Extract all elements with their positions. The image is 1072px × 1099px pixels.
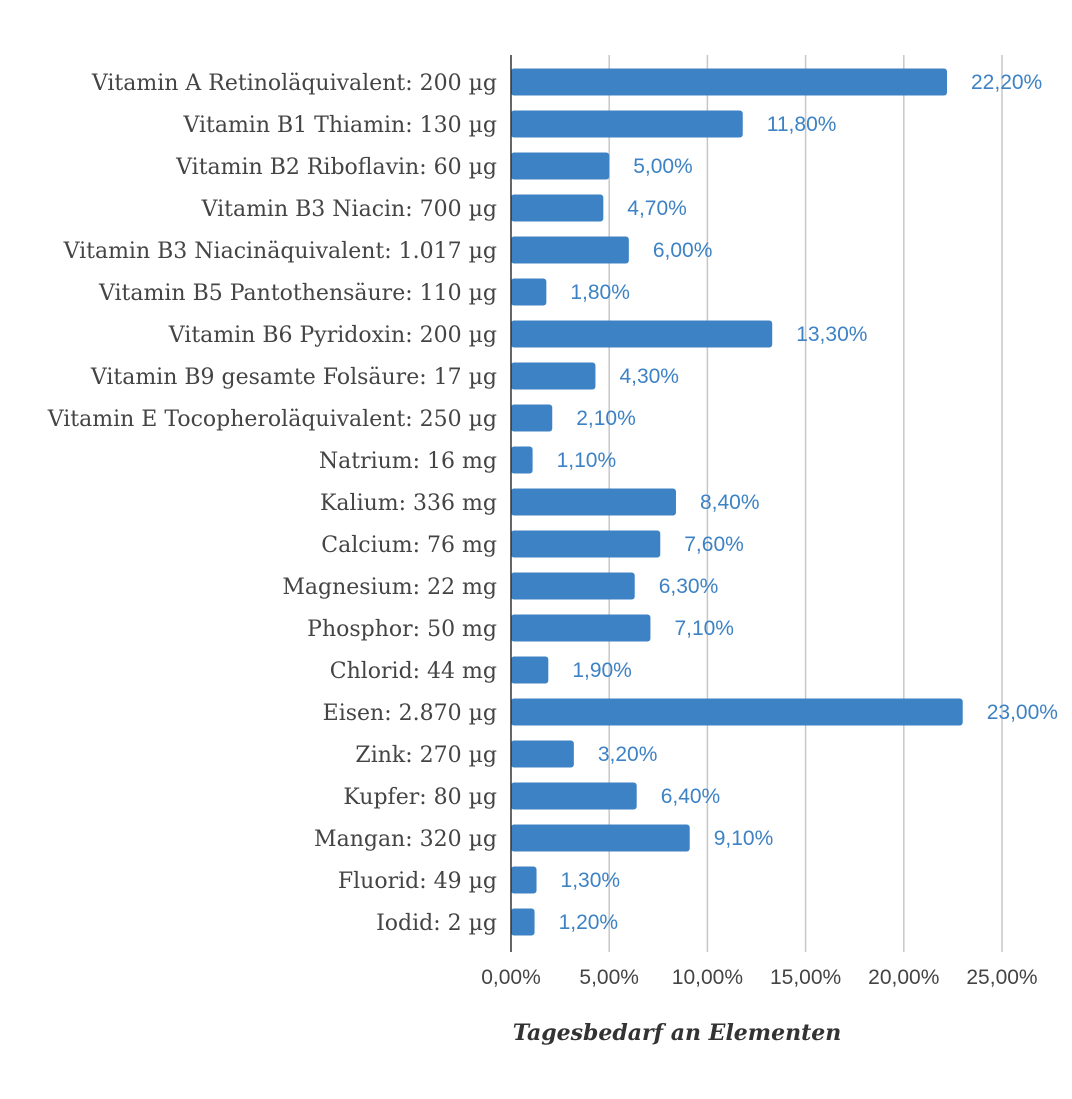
value-label: 9,10% <box>714 827 774 850</box>
category-label: Calcium: 76 mg <box>321 533 497 558</box>
category-label: Vitamin B9 gesamte Folsäure: 17 µg <box>90 365 497 390</box>
bar <box>511 614 651 642</box>
bar <box>511 656 549 684</box>
bar <box>511 488 676 516</box>
value-label: 7,10% <box>674 617 734 640</box>
bar <box>511 572 635 600</box>
category-label: Vitamin B3 Niacinäquivalent: 1.017 µg <box>63 239 497 264</box>
label-layer: 0,00% 5,00% 10,00% 15,00% 20,00% 25,00% Vitami… <box>47 71 1058 989</box>
value-label: 6,00% <box>653 239 713 262</box>
bar <box>511 194 604 222</box>
bar <box>511 320 773 348</box>
bar <box>511 866 537 894</box>
value-label: 11,80% <box>767 113 837 136</box>
value-label: 1,10% <box>557 449 617 472</box>
bar <box>511 782 637 810</box>
category-label: Iodid: 2 µg <box>376 911 497 936</box>
category-label: Vitamin B2 Riboflavin: 60 µg <box>175 155 497 180</box>
bar <box>511 446 533 474</box>
bar <box>511 68 948 96</box>
category-label: Vitamin E Tocopheroläquivalent: 250 µg <box>47 407 497 432</box>
value-label: 6,30% <box>659 575 719 598</box>
bar <box>511 110 743 138</box>
value-label: 3,20% <box>598 743 658 766</box>
value-label: 5,00% <box>633 155 693 178</box>
category-label: Phosphor: 50 mg <box>307 617 497 642</box>
bar <box>511 152 610 180</box>
bar <box>511 236 629 264</box>
value-label: 6,40% <box>661 785 721 808</box>
category-label: Natrium: 16 mg <box>319 449 497 474</box>
bar <box>511 404 553 432</box>
value-label: 23,00% <box>987 701 1058 724</box>
category-label: Vitamin B3 Niacin: 700 µg <box>201 197 497 222</box>
category-label: Eisen: 2.870 µg <box>323 701 497 726</box>
value-label: 4,30% <box>619 365 679 388</box>
x-tick-label: 10,00% <box>672 966 743 989</box>
bar <box>511 278 547 306</box>
bar <box>511 908 535 936</box>
value-label: 8,40% <box>700 491 760 514</box>
x-tick-label: 5,00% <box>579 966 639 989</box>
x-tick-label: 15,00% <box>770 966 841 989</box>
value-label: 2,10% <box>576 407 636 430</box>
bar <box>511 530 661 558</box>
value-label: 4,70% <box>627 197 687 220</box>
category-label: Chlorid: 44 mg <box>330 659 497 684</box>
value-label: 1,30% <box>561 869 621 892</box>
category-label: Magnesium: 22 mg <box>282 575 497 600</box>
value-label: 13,30% <box>796 323 867 346</box>
value-label: 1,80% <box>570 281 630 304</box>
value-label: 7,60% <box>684 533 744 556</box>
category-label: Vitamin B1 Thiamin: 130 µg <box>182 113 497 138</box>
bar <box>511 698 963 726</box>
bar <box>511 824 690 852</box>
category-label: Mangan: 320 µg <box>314 827 497 852</box>
bar-layer <box>511 68 963 936</box>
category-label: Kupfer: 80 µg <box>343 785 497 810</box>
category-label: Vitamin B5 Pantothensäure: 110 µg <box>98 281 497 306</box>
value-label: 1,20% <box>559 911 619 934</box>
x-tick-label: 25,00% <box>966 966 1037 989</box>
value-label: 1,90% <box>572 659 632 682</box>
value-label: 22,20% <box>971 71 1042 94</box>
x-tick-label: 0,00% <box>481 966 541 989</box>
x-tick-label: 20,00% <box>868 966 939 989</box>
category-label: Vitamin A Retinoläquivalent: 200 µg <box>91 71 497 96</box>
category-label: Zink: 270 µg <box>355 743 497 768</box>
category-label: Kalium: 336 mg <box>320 491 497 516</box>
category-label: Vitamin B6 Pyridoxin: 200 µg <box>168 323 497 348</box>
bar <box>511 740 574 768</box>
x-axis-title: Tagesbedarf an Elementen <box>513 1020 841 1046</box>
bar <box>511 362 596 390</box>
category-label: Fluorid: 49 µg <box>338 869 497 894</box>
